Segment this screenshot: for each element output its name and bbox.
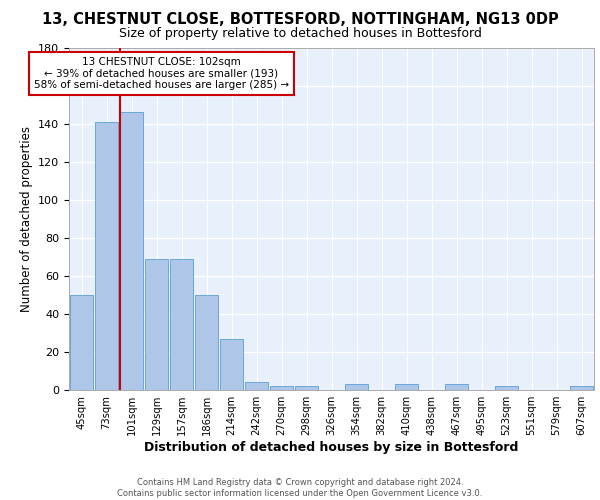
Bar: [570, 386, 593, 390]
Bar: [295, 386, 318, 390]
Bar: [345, 384, 368, 390]
Bar: [395, 384, 418, 390]
Y-axis label: Number of detached properties: Number of detached properties: [20, 126, 32, 312]
Text: 13, CHESTNUT CLOSE, BOTTESFORD, NOTTINGHAM, NG13 0DP: 13, CHESTNUT CLOSE, BOTTESFORD, NOTTINGH…: [41, 12, 559, 28]
Text: Size of property relative to detached houses in Bottesford: Size of property relative to detached ho…: [119, 28, 481, 40]
Text: Contains HM Land Registry data © Crown copyright and database right 2024.
Contai: Contains HM Land Registry data © Crown c…: [118, 478, 482, 498]
Bar: [145, 258, 168, 390]
Bar: [245, 382, 268, 390]
Bar: [445, 384, 468, 390]
Bar: [170, 258, 193, 390]
Text: 13 CHESTNUT CLOSE: 102sqm
← 39% of detached houses are smaller (193)
58% of semi: 13 CHESTNUT CLOSE: 102sqm ← 39% of detac…: [34, 57, 289, 90]
Bar: [120, 112, 143, 390]
Bar: [95, 122, 118, 390]
X-axis label: Distribution of detached houses by size in Bottesford: Distribution of detached houses by size …: [145, 441, 518, 454]
Bar: [270, 386, 293, 390]
Bar: [495, 386, 518, 390]
Bar: [70, 295, 93, 390]
Bar: [195, 295, 218, 390]
Bar: [220, 338, 243, 390]
